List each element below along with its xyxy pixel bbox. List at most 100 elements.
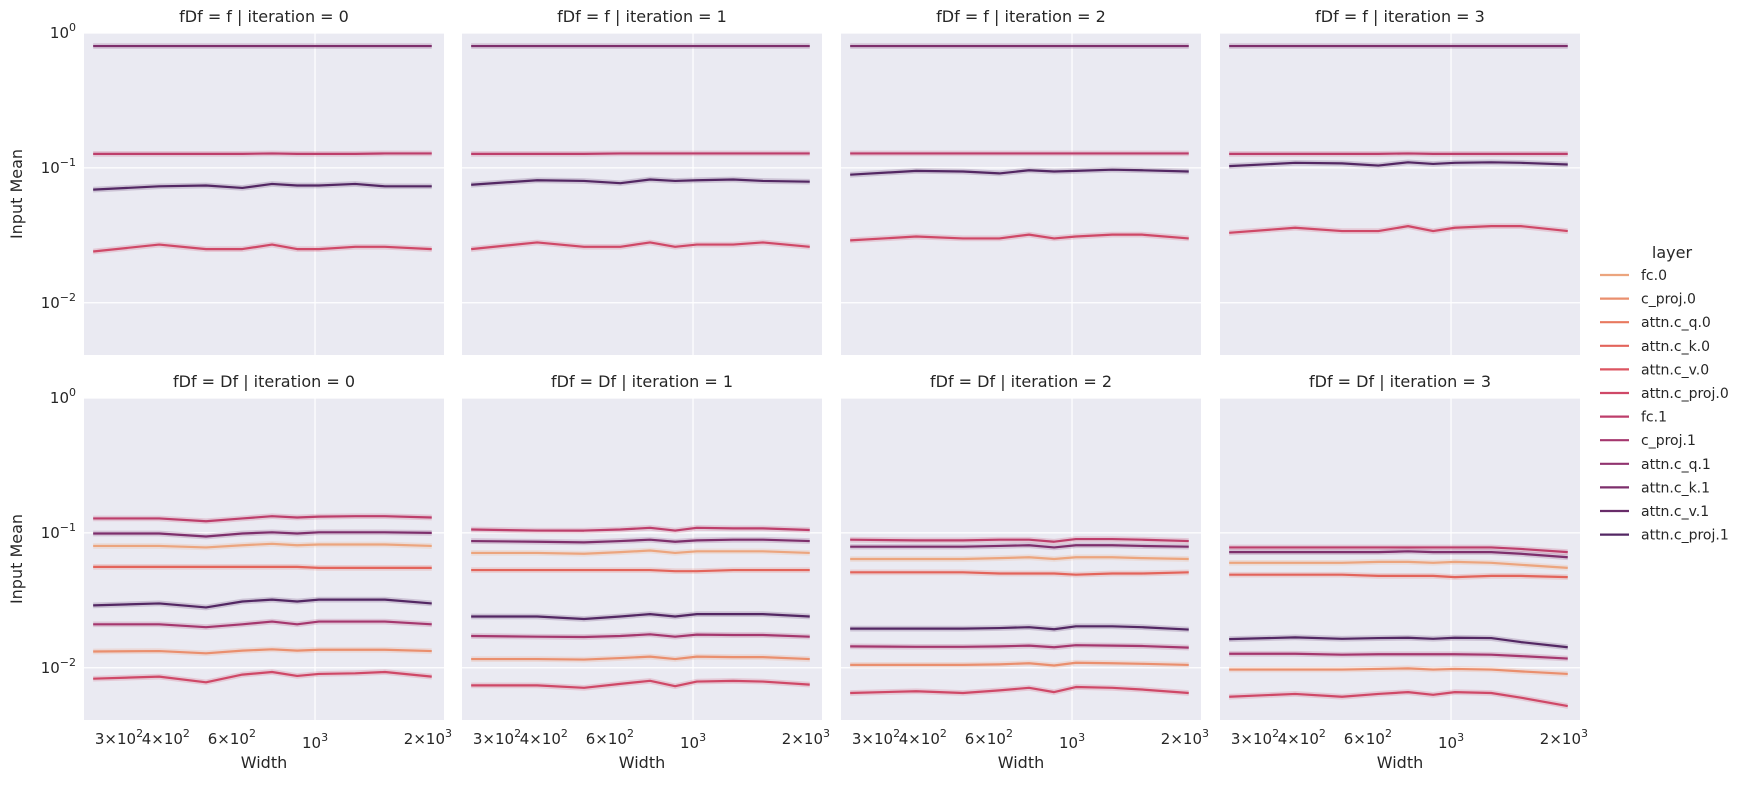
x-tick-exponent: 3: [445, 727, 452, 740]
x-tick-label: 3×102: [473, 727, 521, 748]
series-line: [471, 679, 810, 689]
x-tick-label: 3×102: [1231, 727, 1279, 748]
legend-item: attn.c_k.1: [1600, 480, 1710, 496]
x-tick-times: ×10: [217, 730, 249, 748]
x-axis-label: Width: [1377, 753, 1423, 772]
legend-title: layer: [1652, 243, 1693, 262]
legend-label: c_proj.1: [1641, 433, 1696, 449]
series-line: [1229, 546, 1568, 554]
x-tick-mantissa: 6: [965, 730, 975, 748]
legend-item: attn.c_k.0: [1600, 339, 1710, 355]
series-line: [471, 178, 810, 186]
facet-panel: fDf = f | iteration = 2: [841, 7, 1201, 355]
x-tick-exponent: 3: [1457, 731, 1464, 744]
series-line: [471, 655, 810, 661]
x-axis-label: Width: [241, 753, 287, 772]
series-line: [471, 526, 810, 532]
y-tick-label: 10−1: [41, 156, 76, 177]
panel-title: fDf = f | iteration = 0: [179, 7, 349, 26]
y-tick-label: 100: [50, 386, 76, 407]
x-tick-base: 10: [680, 734, 699, 752]
y-tick-label: 10−2: [41, 656, 76, 677]
legend-item: fc.1: [1600, 410, 1667, 426]
x-tick-label: 4×102: [899, 727, 947, 748]
panel-title: fDf = f | iteration = 1: [557, 7, 727, 26]
x-tick-base: 10: [302, 734, 321, 752]
x-tick-base: 10: [1438, 734, 1457, 752]
x-tick-times: ×10: [1287, 730, 1319, 748]
plot-area: [84, 33, 444, 355]
x-tick-mantissa: 2: [404, 730, 414, 748]
x-tick-times: ×10: [1170, 730, 1202, 748]
series-line: [850, 556, 1189, 561]
legend-item: attn.c_q.1: [1600, 457, 1711, 473]
x-tick-mantissa: 4: [520, 730, 530, 748]
series-band: [471, 547, 810, 557]
legend-label: attn.c_proj.0: [1641, 386, 1729, 402]
series-line: [850, 168, 1189, 176]
x-tick-mantissa: 3: [1231, 730, 1241, 748]
legend-label: attn.c_v.1: [1641, 504, 1709, 520]
series-line: [93, 515, 432, 523]
plot-area: [462, 33, 822, 355]
x-tick-label: 4×102: [520, 727, 568, 748]
x-tick-mantissa: 4: [1278, 730, 1288, 748]
x-tick-exponent: 2: [561, 727, 568, 740]
y-tick-base: 10: [50, 24, 69, 42]
y-tick-base: 10: [50, 389, 69, 407]
series-line: [1229, 636, 1568, 649]
x-tick-label: 3×102: [852, 727, 900, 748]
x-tick-exponent: 2: [940, 727, 947, 740]
x-tick-times: ×10: [861, 730, 893, 748]
x-tick-exponent: 2: [893, 727, 900, 740]
facet-panel: fDf = Df | iteration = 010010−110−2Input…: [7, 372, 452, 772]
x-tick-exponent: 3: [823, 727, 830, 740]
series-line: [93, 565, 432, 570]
x-tick-label: 103: [302, 731, 328, 752]
x-tick-mantissa: 6: [586, 730, 596, 748]
panel-title: fDf = f | iteration = 2: [936, 7, 1106, 26]
series-line: [93, 598, 432, 609]
y-tick-exponent: −1: [60, 521, 76, 534]
x-tick-label: 2×103: [1161, 727, 1209, 748]
y-tick-base: 10: [41, 294, 60, 312]
series-line: [850, 625, 1189, 631]
x-tick-label: 4×102: [1278, 727, 1326, 748]
x-tick-label: 103: [680, 731, 706, 752]
x-tick-times: ×10: [595, 730, 627, 748]
x-tick-times: ×10: [151, 730, 183, 748]
x-tick-mantissa: 4: [142, 730, 152, 748]
series-line: [1229, 667, 1568, 676]
x-tick-label: 6×102: [1344, 727, 1392, 748]
legend-label: attn.c_q.0: [1641, 315, 1711, 331]
series-line: [1229, 560, 1568, 570]
panel-title: fDf = Df | iteration = 0: [173, 372, 355, 391]
x-tick-mantissa: 2: [782, 730, 792, 748]
x-tick-exponent: 3: [699, 731, 706, 744]
x-tick-times: ×10: [1240, 730, 1272, 748]
x-tick-times: ×10: [791, 730, 823, 748]
series-line: [850, 661, 1189, 667]
y-tick-exponent: 0: [69, 21, 76, 34]
y-tick-label: 100: [50, 21, 76, 42]
series-line: [1229, 691, 1568, 708]
x-tick-mantissa: 3: [852, 730, 862, 748]
x-tick-label: 2×103: [404, 727, 452, 748]
legend: layer fc.0 c_proj.0 attn.c_q.0 attn.c_k.0att…: [1600, 243, 1729, 544]
x-tick-exponent: 3: [1078, 731, 1085, 744]
y-tick-base: 10: [41, 659, 60, 677]
y-tick-exponent: −1: [60, 156, 76, 169]
series-line: [850, 685, 1189, 695]
x-tick-exponent: 2: [1006, 727, 1013, 740]
panel-title: fDf = Df | iteration = 3: [1309, 372, 1491, 391]
x-tick-mantissa: 6: [1344, 730, 1354, 748]
x-tick-mantissa: 2: [1161, 730, 1171, 748]
x-tick-base: 10: [1059, 734, 1078, 752]
facet-panel: fDf = f | iteration = 1: [462, 7, 822, 355]
x-tick-label: 103: [1438, 731, 1464, 752]
x-tick-times: ×10: [1353, 730, 1385, 748]
series-band: [471, 239, 810, 252]
x-tick-label: 6×102: [965, 727, 1013, 748]
